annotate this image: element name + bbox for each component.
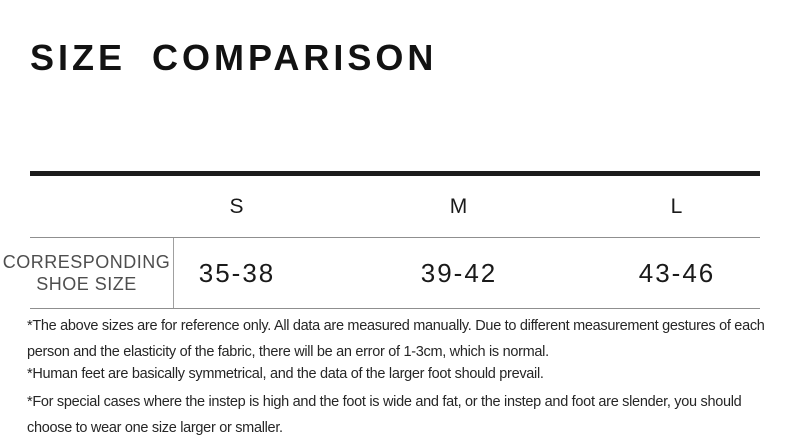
- header-divider-rule: [30, 237, 760, 238]
- column-header-l: L: [670, 194, 684, 218]
- footnotes: *The above sizes are for reference only.…: [27, 313, 779, 441]
- column-header-m: M: [449, 194, 469, 218]
- footnote-symmetry: *Human feet are basically symmetrical, a…: [27, 366, 544, 382]
- row-header-divider: [173, 238, 174, 308]
- cell-size-s: 35-38: [198, 257, 276, 288]
- table-top-rule: [30, 171, 760, 176]
- footnote-special-cases: *For special cases where the instep is h…: [27, 394, 742, 436]
- table-bottom-rule: [30, 308, 760, 309]
- page-title: SIZE COMPARISON: [30, 37, 438, 78]
- footnote-reference-only: *The above sizes are for reference only.…: [27, 318, 765, 360]
- row-header-shoe-size: CORRESPONDING SHOE SIZE: [2, 252, 171, 294]
- cell-size-l: 43-46: [638, 257, 716, 288]
- cell-size-m: 39-42: [420, 257, 498, 288]
- column-header-s: S: [229, 194, 245, 218]
